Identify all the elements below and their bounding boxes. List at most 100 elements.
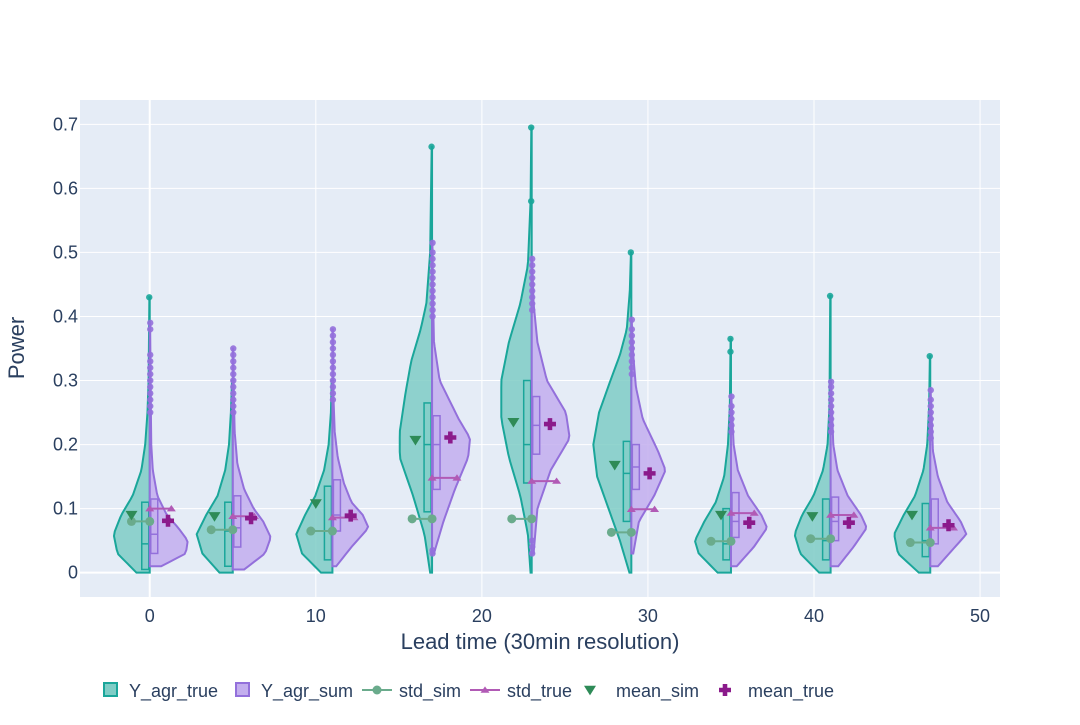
legend-swatch-marker	[480, 686, 490, 693]
legend-label: Y_agr_sum	[261, 681, 353, 702]
y-agr-true-outlier-point	[926, 352, 933, 360]
y-agr-sum-outlier-point	[528, 274, 536, 282]
legend-item-y-agr-true: Y_agr_true	[103, 681, 218, 702]
std-true-point	[166, 505, 176, 512]
legend-label: mean_sim	[616, 681, 699, 702]
legend-label: Y_agr_true	[129, 681, 218, 702]
mean-true-point	[444, 431, 457, 444]
std-sim-point	[905, 538, 915, 548]
y-agr-sum-outlier-point	[329, 370, 337, 378]
std-sim-point	[826, 534, 836, 544]
std-sim-point	[126, 516, 136, 526]
y-agr-sum-outlier-point	[827, 396, 835, 403]
y-agr-sum-box	[233, 495, 242, 548]
mean-sim-point	[125, 510, 138, 521]
y-agr-sum-outlier-point	[827, 422, 835, 429]
legend-swatch-marker	[584, 685, 596, 696]
mean-sim-point	[409, 435, 422, 446]
y-agr-sum-outlier-point	[728, 422, 735, 429]
y-tick-label: 0.2	[53, 435, 78, 455]
y-agr-sum-outlier-point	[429, 313, 436, 320]
y-agr-sum-outlier-point	[927, 428, 934, 435]
std-sim-point	[407, 514, 417, 524]
std-true-point	[145, 505, 155, 512]
std-true-point	[452, 474, 462, 481]
y-agr-sum-outlier-point	[429, 281, 436, 288]
y-agr-sum-outlier-point	[147, 370, 154, 378]
y-agr-sum-outlier-point	[429, 274, 436, 282]
y-agr-sum-outlier-point	[147, 390, 154, 397]
y-agr-sum-outlier-point	[827, 390, 835, 397]
std-true-point	[427, 474, 437, 481]
legend-label: std_sim	[399, 681, 461, 702]
std-true-point	[228, 512, 238, 520]
std-true-point	[527, 477, 537, 484]
mean-sim-point	[905, 510, 918, 521]
y-agr-sum-outlier-point	[230, 351, 237, 359]
x-tick-label: 50	[970, 606, 990, 626]
y-agr-sum-outlier-point	[230, 390, 237, 397]
y-agr-sum-outlier-point	[429, 547, 436, 554]
mean-true-point	[245, 512, 258, 525]
y-agr-true-outlier-point	[527, 124, 535, 131]
y-agr-sum-outlier-point	[329, 351, 337, 359]
std-sim-point	[925, 538, 935, 548]
y-agr-sum-outlier-point	[230, 377, 237, 384]
std-sim-point	[206, 525, 216, 535]
y-agr-sum-outlier-point	[927, 434, 934, 442]
y-agr-true-outlier-point	[146, 294, 153, 301]
y-agr-sum-outlier-point	[628, 326, 636, 333]
y-agr-sum-outlier-point	[230, 402, 237, 410]
std-sim-point	[606, 527, 616, 537]
y-agr-sum-outlier-point	[628, 332, 636, 339]
y-agr-sum-box	[830, 496, 840, 542]
std-true-point	[749, 509, 759, 516]
y-agr-sum-outlier-point	[329, 338, 337, 346]
mean-sim-point	[608, 460, 621, 471]
mean-true-point	[344, 509, 357, 522]
y-agr-true-outlier-point	[527, 197, 535, 205]
y-agr-sum-outlier-point	[429, 306, 436, 314]
y-tick-label: 0	[68, 563, 78, 583]
y-tick-label: 0.6	[53, 178, 78, 198]
legend-item-mean-true: mean_true	[719, 681, 834, 702]
y-agr-sum-box	[930, 498, 940, 545]
y-agr-true-outlier-point	[428, 143, 435, 150]
y-agr-true-box	[423, 402, 432, 513]
y-tick-label: 0.5	[53, 242, 78, 262]
y-agr-true-outlier-point	[727, 335, 734, 343]
std-true-point	[849, 511, 859, 518]
y-agr-sum-outlier-point	[147, 402, 154, 410]
std-true-point	[327, 513, 337, 521]
y-agr-sum-outlier-point	[528, 550, 536, 557]
y-agr-sum-outlier-point	[329, 390, 337, 397]
mean-true-point	[743, 516, 756, 529]
violin-layer	[112, 124, 968, 574]
y-agr-sum-outlier-point	[927, 386, 934, 394]
y-agr-sum-outlier-point	[528, 294, 536, 301]
legend-item-std-true: std_true	[470, 681, 572, 702]
x-axis-title: Lead time (30min resolution)	[401, 629, 680, 654]
y-agr-true-box	[821, 498, 831, 561]
y-agr-true-box	[224, 501, 233, 568]
std-true-point	[726, 509, 736, 516]
y-agr-sum-outlier-point	[728, 409, 735, 416]
y-agr-true-box	[140, 501, 150, 571]
legend-swatch-marker	[719, 684, 731, 696]
std-sim-point	[306, 526, 316, 536]
y-agr-sum-outlier-point	[827, 409, 835, 416]
mean-sim-point	[507, 417, 520, 428]
y-agr-sum-outlier-point	[147, 319, 154, 327]
mean-sim-point	[208, 512, 221, 522]
y-agr-sum-outlier-point	[827, 415, 835, 423]
y-agr-sum-outlier-point	[429, 255, 436, 263]
y-agr-sum-outlier-point	[728, 415, 735, 423]
std-sim-point	[806, 534, 816, 544]
y-agr-sum-outlier-point	[329, 377, 337, 384]
y-agr-sum-outlier-point	[230, 358, 237, 365]
y-agr-sum-outlier-point	[329, 396, 337, 403]
y-agr-sum-violin	[530, 257, 571, 555]
std-sim-point	[626, 527, 636, 537]
legend-item-std-sim: std_sim	[362, 681, 461, 702]
